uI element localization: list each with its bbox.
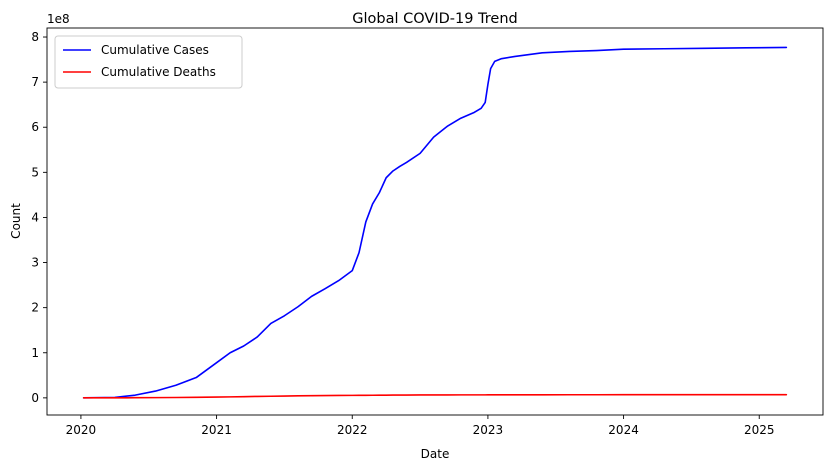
chart-legend: Cumulative Cases Cumulative Deaths bbox=[54, 35, 243, 89]
x-tick-label: 2021 bbox=[201, 423, 232, 437]
y-tick-label: 5 bbox=[31, 165, 39, 179]
y-tick-label: 1 bbox=[31, 346, 39, 360]
chart-title: Global COVID-19 Trend bbox=[352, 11, 517, 27]
y-axis-label: Count bbox=[9, 203, 23, 239]
legend-box bbox=[54, 35, 243, 89]
y-tick-label: 2 bbox=[31, 301, 39, 315]
x-axis-ticks: 2020 2021 2022 2023 2024 2025 bbox=[66, 415, 775, 437]
y-tick-label: 0 bbox=[31, 391, 39, 405]
y-tick-label: 8 bbox=[31, 30, 39, 44]
x-axis-label: Date bbox=[421, 447, 450, 461]
y-tick-label: 3 bbox=[31, 256, 39, 270]
x-tick-label: 2024 bbox=[608, 423, 639, 437]
series-line-cumulative-deaths bbox=[82, 393, 788, 399]
y-tick-label: 4 bbox=[31, 210, 39, 224]
x-tick-label: 2023 bbox=[473, 423, 504, 437]
x-tick-label: 2025 bbox=[744, 423, 775, 437]
y-axis-ticks: 0 1 2 3 4 5 6 7 8 bbox=[31, 30, 47, 405]
x-tick-label: 2022 bbox=[337, 423, 368, 437]
legend-label: Cumulative Cases bbox=[101, 43, 209, 57]
y-axis-scale-label: 1e8 bbox=[47, 12, 70, 26]
plot-area-frame bbox=[46, 27, 824, 416]
x-tick-label: 2020 bbox=[66, 423, 97, 437]
y-tick-label: 6 bbox=[31, 120, 39, 134]
series-line-cumulative-cases bbox=[82, 46, 788, 399]
series-lines bbox=[82, 46, 788, 399]
legend-label: Cumulative Deaths bbox=[101, 65, 216, 79]
y-tick-label: 7 bbox=[31, 75, 39, 89]
